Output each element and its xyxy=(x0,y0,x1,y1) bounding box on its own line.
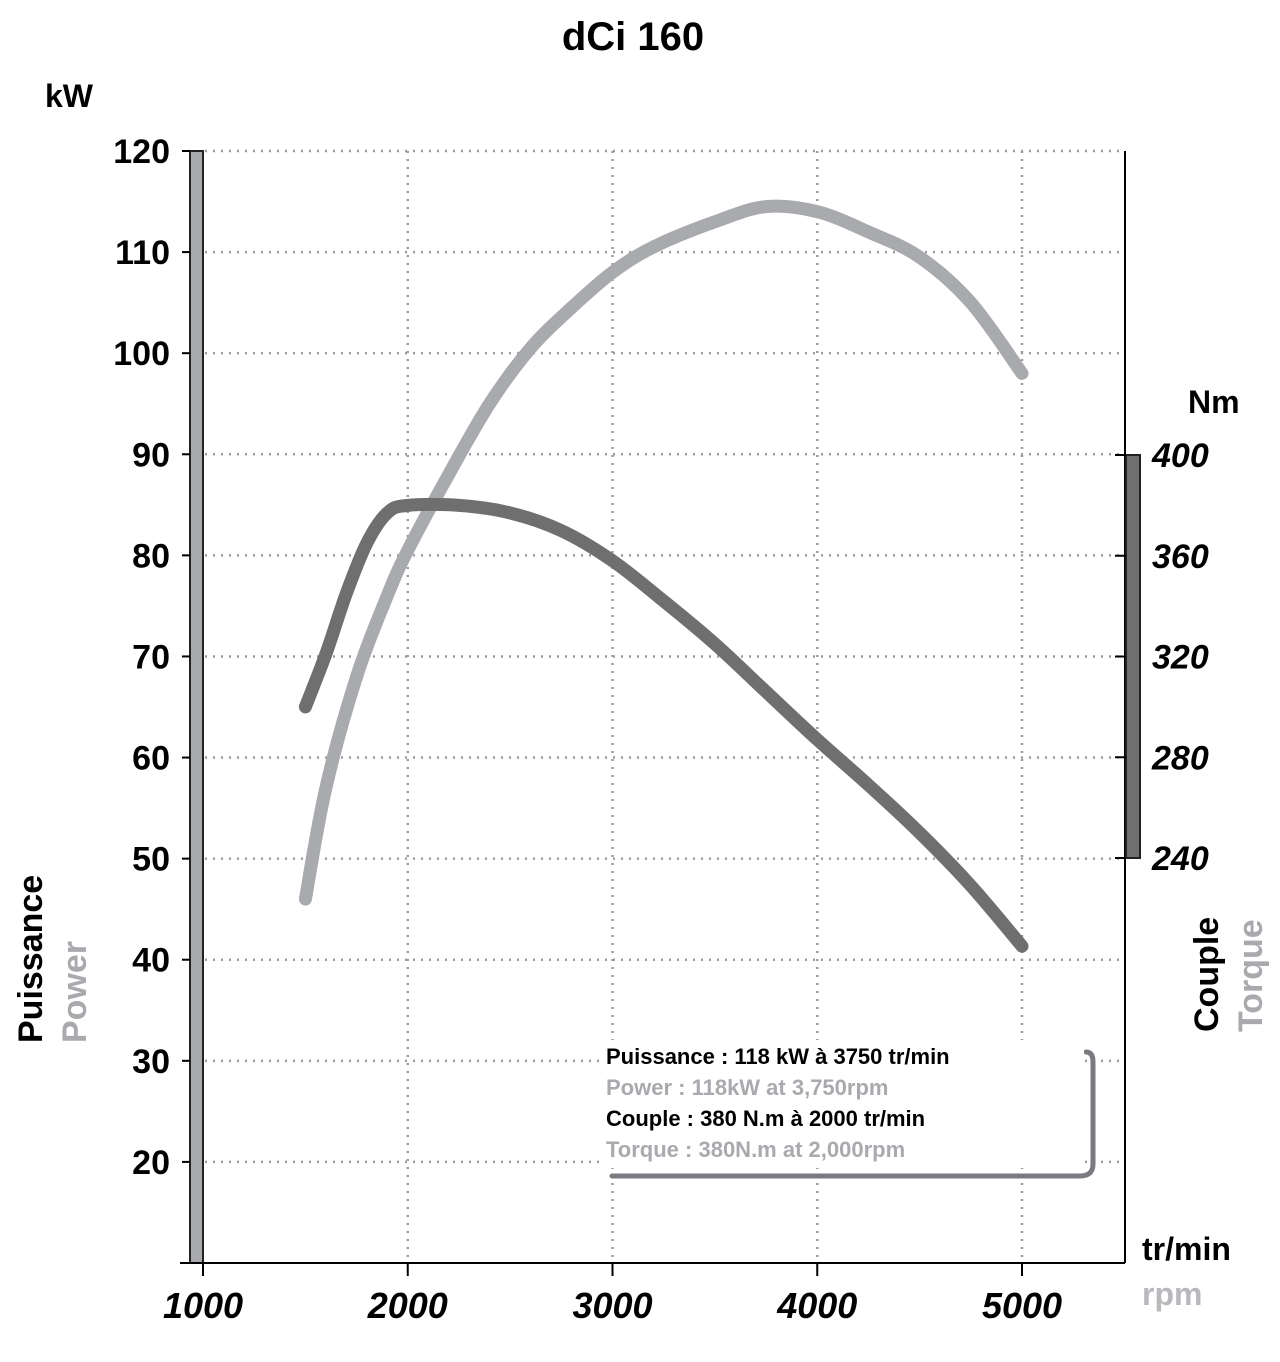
left-axis-tick-label: 80 xyxy=(132,537,170,575)
left-axis-tick-label: 60 xyxy=(132,740,170,778)
left-axis-tick-label: 50 xyxy=(132,841,170,879)
data-series xyxy=(298,199,1029,953)
annotation-power-en: Power : 118kW at 3,750rpm xyxy=(606,1075,888,1100)
left-axis-label-fr: Puissance xyxy=(12,875,50,1043)
left-axis-unit: kW xyxy=(45,78,94,114)
left-axis-tick-label: 90 xyxy=(132,436,170,474)
annotation-box-shadow xyxy=(609,1049,1096,1179)
right-axis-tick-label: 360 xyxy=(1152,538,1209,576)
left-axis-tick-label: 100 xyxy=(113,335,170,373)
right-axis-tick-label: 320 xyxy=(1152,639,1209,677)
x-axis-unit-fr: tr/min xyxy=(1142,1231,1231,1267)
x-axis-unit-en: rpm xyxy=(1142,1276,1202,1312)
right-axis-label-fr: Couple xyxy=(1188,917,1226,1032)
spec-annotation-box: Puissance : 118 kW à 3750 tr/min Power :… xyxy=(600,1040,1096,1179)
chart-title: dCi 160 xyxy=(562,15,704,59)
annotation-power-fr: Puissance : 118 kW à 3750 tr/min xyxy=(606,1044,950,1069)
left-axis-tick-label: 70 xyxy=(132,638,170,676)
right-axis-tick-label: 240 xyxy=(1151,840,1209,878)
right-axis-unit: Nm xyxy=(1188,384,1240,420)
right-axis-bar xyxy=(1125,454,1141,859)
x-axis-tick-label: 5000 xyxy=(982,1285,1062,1326)
torque-curve xyxy=(298,497,1029,953)
tick-labels: 120 110 100 90 80 70 60 50 40 30 20 1000 2000 3000 400… xyxy=(113,133,1209,1326)
left-axis-tick-label: 30 xyxy=(132,1043,170,1081)
annotation-torque-fr: Couple : 380 N.m à 2000 tr/min xyxy=(606,1106,925,1131)
x-axis-tick-label: 4000 xyxy=(776,1285,857,1326)
right-axis-tick-label: 280 xyxy=(1151,739,1209,777)
x-axis-tick-label: 3000 xyxy=(572,1285,652,1326)
x-axis-tick-label: 2000 xyxy=(367,1285,448,1326)
left-axis-tick-label: 20 xyxy=(132,1144,170,1182)
left-axis-tick-label: 120 xyxy=(113,133,170,171)
x-axis-tick-label: 1000 xyxy=(163,1285,243,1326)
left-axis-tick-label: 40 xyxy=(132,942,170,980)
left-axis-bar xyxy=(189,150,204,1264)
annotation-torque-en: Torque : 380N.m at 2,000rpm xyxy=(606,1137,905,1162)
right-axis-label-en: Torque xyxy=(1232,919,1270,1032)
annotation-box-background xyxy=(600,1040,1084,1168)
axes xyxy=(180,150,1141,1276)
power-curve xyxy=(298,199,1029,906)
right-axis-tick-label: 400 xyxy=(1151,437,1209,475)
left-axis-tick-label: 110 xyxy=(115,234,170,272)
left-axis-label-en: Power xyxy=(56,941,94,1043)
